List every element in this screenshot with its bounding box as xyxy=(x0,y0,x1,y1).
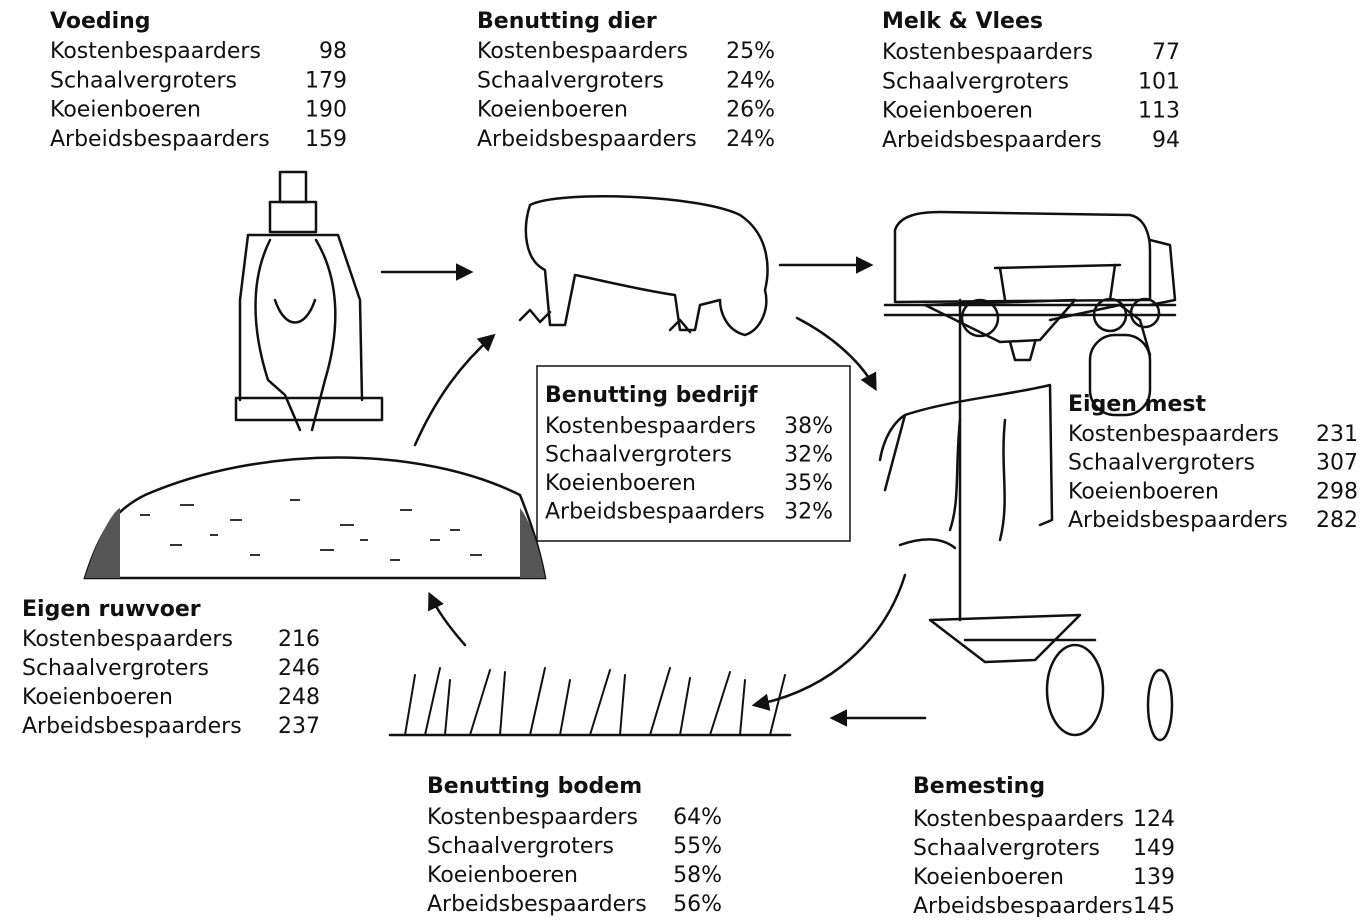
row-value: 26% xyxy=(726,98,775,123)
row-value: 56% xyxy=(673,892,722,917)
row-value: 58% xyxy=(673,863,722,888)
row-label: Arbeidsbespaarders xyxy=(477,127,697,152)
row-label: Schaalvergroters xyxy=(913,836,1100,861)
row-label: Schaalvergroters xyxy=(1068,451,1255,476)
row-label: Koeienboeren xyxy=(1068,479,1219,504)
block-title: Eigen mest xyxy=(1068,392,1206,417)
row-value: 159 xyxy=(305,127,347,152)
arrow xyxy=(413,333,496,447)
row-value: 38% xyxy=(784,414,833,439)
row-value: 282 xyxy=(1316,508,1358,533)
arrow xyxy=(795,316,877,392)
row-label: Koeienboeren xyxy=(545,471,696,496)
row-value: 190 xyxy=(305,98,347,123)
row-label: Arbeidsbespaarders xyxy=(50,127,270,152)
row-label: Arbeidsbespaarders xyxy=(882,128,1102,153)
row-value: 124 xyxy=(1133,807,1175,832)
row-label: Kostenbespaarders xyxy=(477,39,688,64)
row-label: Koeienboeren xyxy=(427,863,578,888)
row-label: Schaalvergroters xyxy=(22,656,209,681)
block-title: Bemesting xyxy=(913,774,1045,799)
row-label: Koeienboeren xyxy=(50,98,201,123)
row-value: 237 xyxy=(278,714,320,739)
row-label: Arbeidsbespaarders xyxy=(913,894,1133,917)
row-label: Koeienboeren xyxy=(22,685,173,710)
arrows xyxy=(380,256,927,727)
row-value: 24% xyxy=(726,68,775,93)
row-value: 55% xyxy=(673,834,722,859)
row-label: Kostenbespaarders xyxy=(1068,422,1279,447)
row-value: 35% xyxy=(784,471,833,496)
row-label: Schaalvergroters xyxy=(427,834,614,859)
row-value: 248 xyxy=(278,685,320,710)
row-label: Kostenbespaarders xyxy=(545,414,756,439)
row-value: 25% xyxy=(726,39,775,64)
row-value: 24% xyxy=(726,127,775,152)
grazing-cow-illustration xyxy=(518,195,769,337)
block-title: Benutting dier xyxy=(477,9,657,34)
row-value: 231 xyxy=(1316,422,1358,447)
feeding-cow-illustration xyxy=(234,170,384,432)
row-label: Koeienboeren xyxy=(477,98,628,123)
block-title: Benutting bedrijf xyxy=(545,383,758,408)
row-label: Arbeidsbespaarders xyxy=(1068,508,1288,533)
info-box xyxy=(536,365,851,542)
grass-illustration xyxy=(388,667,792,737)
truck-illustration xyxy=(883,210,1177,338)
row-label: Kostenbespaarders xyxy=(882,40,1093,65)
arrow xyxy=(428,591,467,647)
arrow xyxy=(751,573,907,711)
row-value: 246 xyxy=(278,656,320,681)
row-label: Arbeidsbespaarders xyxy=(427,892,647,917)
row-value: 298 xyxy=(1316,479,1358,504)
block-title: Benutting bodem xyxy=(427,774,642,799)
row-label: Koeienboeren xyxy=(913,865,1064,890)
row-label: Koeienboeren xyxy=(882,99,1033,124)
block-title: Melk & Vlees xyxy=(882,9,1043,34)
row-label: Arbeidsbespaarders xyxy=(22,714,242,739)
row-value: 64% xyxy=(673,805,722,830)
row-label: Kostenbespaarders xyxy=(50,39,261,64)
row-label: Schaalvergroters xyxy=(50,68,237,93)
row-value: 179 xyxy=(305,68,347,93)
row-value: 32% xyxy=(784,500,833,525)
row-label: Kostenbespaarders xyxy=(427,805,638,830)
row-value: 113 xyxy=(1138,99,1180,124)
block-title: Voeding xyxy=(50,9,151,34)
row-value: 94 xyxy=(1152,128,1180,153)
row-label: Kostenbespaarders xyxy=(913,807,1124,832)
block-title: Eigen ruwvoer xyxy=(22,597,201,622)
row-value: 98 xyxy=(319,39,347,64)
row-value: 149 xyxy=(1133,836,1175,861)
row-value: 145 xyxy=(1133,894,1175,917)
row-label: Schaalvergroters xyxy=(545,443,732,468)
row-value: 32% xyxy=(784,443,833,468)
row-label: Schaalvergroters xyxy=(882,69,1069,94)
row-label: Schaalvergroters xyxy=(477,68,664,93)
row-value: 139 xyxy=(1133,865,1175,890)
silage-heap-illustration xyxy=(83,456,547,580)
row-label: Kostenbespaarders xyxy=(22,627,233,652)
row-value: 307 xyxy=(1316,451,1358,476)
tractor-illustration xyxy=(923,263,1174,742)
row-value: 216 xyxy=(278,627,320,652)
row-value: 101 xyxy=(1138,69,1180,94)
cow-rear-illustration xyxy=(878,383,1054,550)
row-label: Arbeidsbespaarders xyxy=(545,500,765,525)
row-value: 77 xyxy=(1152,40,1180,65)
